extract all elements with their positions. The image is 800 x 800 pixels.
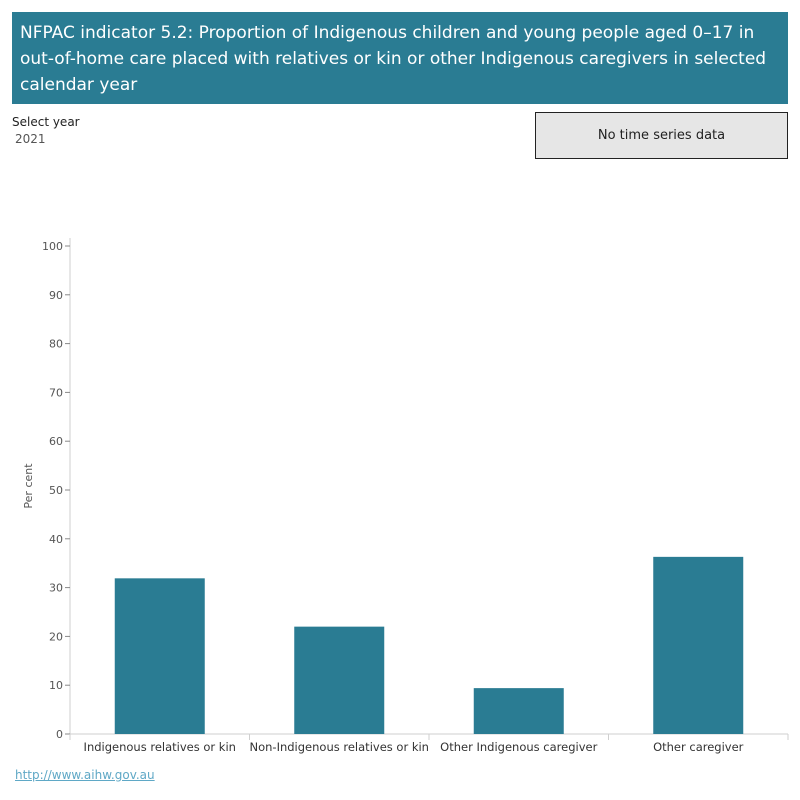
y-axis-title: Per cent [22,463,35,509]
y-tick-label: 50 [49,484,63,497]
y-tick-label: 40 [49,533,63,546]
y-tick-label: 10 [49,679,63,692]
year-filter-label: Select year [12,115,80,129]
bar [114,578,205,734]
bar [294,626,385,734]
x-tick-label: Indigenous relatives or kin [84,740,236,754]
bar [653,556,744,734]
y-tick-label: 70 [49,386,63,399]
x-tick-label: Other caregiver [653,740,744,754]
year-filter-dropdown[interactable]: 2021 [15,132,46,146]
title-banner: NFPAC indicator 5.2: Proportion of Indig… [12,12,788,104]
y-tick-label: 20 [49,630,63,643]
y-tick-label: 0 [56,728,63,741]
x-tick-label: Other Indigenous caregiver [440,740,597,754]
page-title: NFPAC indicator 5.2: Proportion of Indig… [20,23,767,95]
bar [473,688,564,734]
y-tick-label: 100 [42,240,63,253]
aihw-link[interactable]: http://www.aihw.gov.au [15,768,155,782]
x-tick-label: Non-Indigenous relatives or kin [250,740,429,754]
y-tick-label: 90 [49,289,63,302]
y-tick-label: 60 [49,435,63,448]
time-series-button[interactable]: No time series data [535,112,788,159]
y-tick-label: 30 [49,582,63,595]
y-tick-label: 80 [49,338,63,351]
